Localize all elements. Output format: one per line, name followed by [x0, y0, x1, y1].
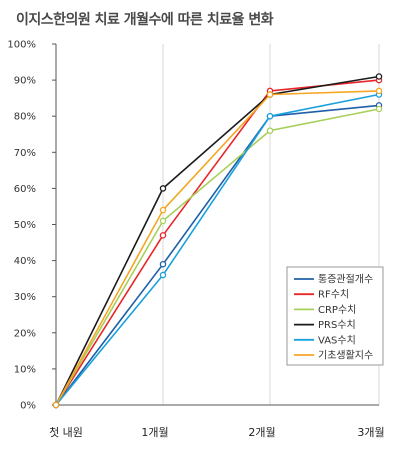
- data-point: [159, 260, 167, 268]
- data-point: [266, 127, 274, 134]
- legend-label: CRP수치: [318, 304, 356, 316]
- series-line-3: [55, 75, 380, 406]
- legend-label: VAS수치: [318, 334, 356, 346]
- legend-label: 통증관절개수: [318, 273, 373, 286]
- y-tick-label: 90%: [14, 76, 36, 87]
- y-tick-label: 50%: [14, 220, 36, 231]
- data-point: [52, 401, 60, 409]
- y-tick-label: 100%: [7, 40, 36, 51]
- y-tick-label: 10%: [14, 364, 36, 375]
- data-point: [159, 185, 167, 192]
- x-tick-label: 2개월: [248, 426, 275, 439]
- data-point: [375, 87, 383, 95]
- data-point: [159, 232, 167, 239]
- y-tick-label: 70%: [14, 148, 36, 159]
- y-tick-label: 40%: [14, 256, 36, 267]
- data-point: [375, 73, 383, 80]
- series-line-0: [55, 104, 380, 406]
- x-tick-label: 3개월: [357, 426, 384, 439]
- legend-label: RF수치: [318, 289, 349, 301]
- axis-layer: 0% 10% 20% 30% 40% 50% 60% 70% 80% 90% 100% 첫 내원 1개월…: [7, 40, 384, 440]
- y-tick-label: 80%: [14, 112, 36, 123]
- series-line-4: [55, 93, 380, 406]
- data-point: [159, 271, 167, 279]
- legend-label: PRS수치: [318, 319, 356, 331]
- y-tick-label: 30%: [14, 292, 36, 303]
- y-tick-label: 60%: [14, 184, 36, 195]
- series-layer: [52, 73, 383, 409]
- y-tick-label: 0%: [20, 401, 36, 412]
- data-point: [266, 112, 274, 120]
- legend-box: [286, 266, 384, 366]
- x-tick-label: 첫 내원: [49, 426, 83, 439]
- series-line-5: [55, 90, 380, 406]
- chart-title: 이지스한의원 치료 개월수에 따른 치료율 변화: [16, 12, 274, 28]
- x-tick-label: 1개월: [141, 426, 168, 439]
- series-line-2: [55, 108, 380, 406]
- data-point: [375, 105, 383, 113]
- data-point: [159, 206, 167, 214]
- legend-label: 기초생활지수: [318, 349, 373, 362]
- data-point: [159, 217, 167, 225]
- data-point: [266, 91, 274, 98]
- y-tick-label: 20%: [14, 328, 36, 339]
